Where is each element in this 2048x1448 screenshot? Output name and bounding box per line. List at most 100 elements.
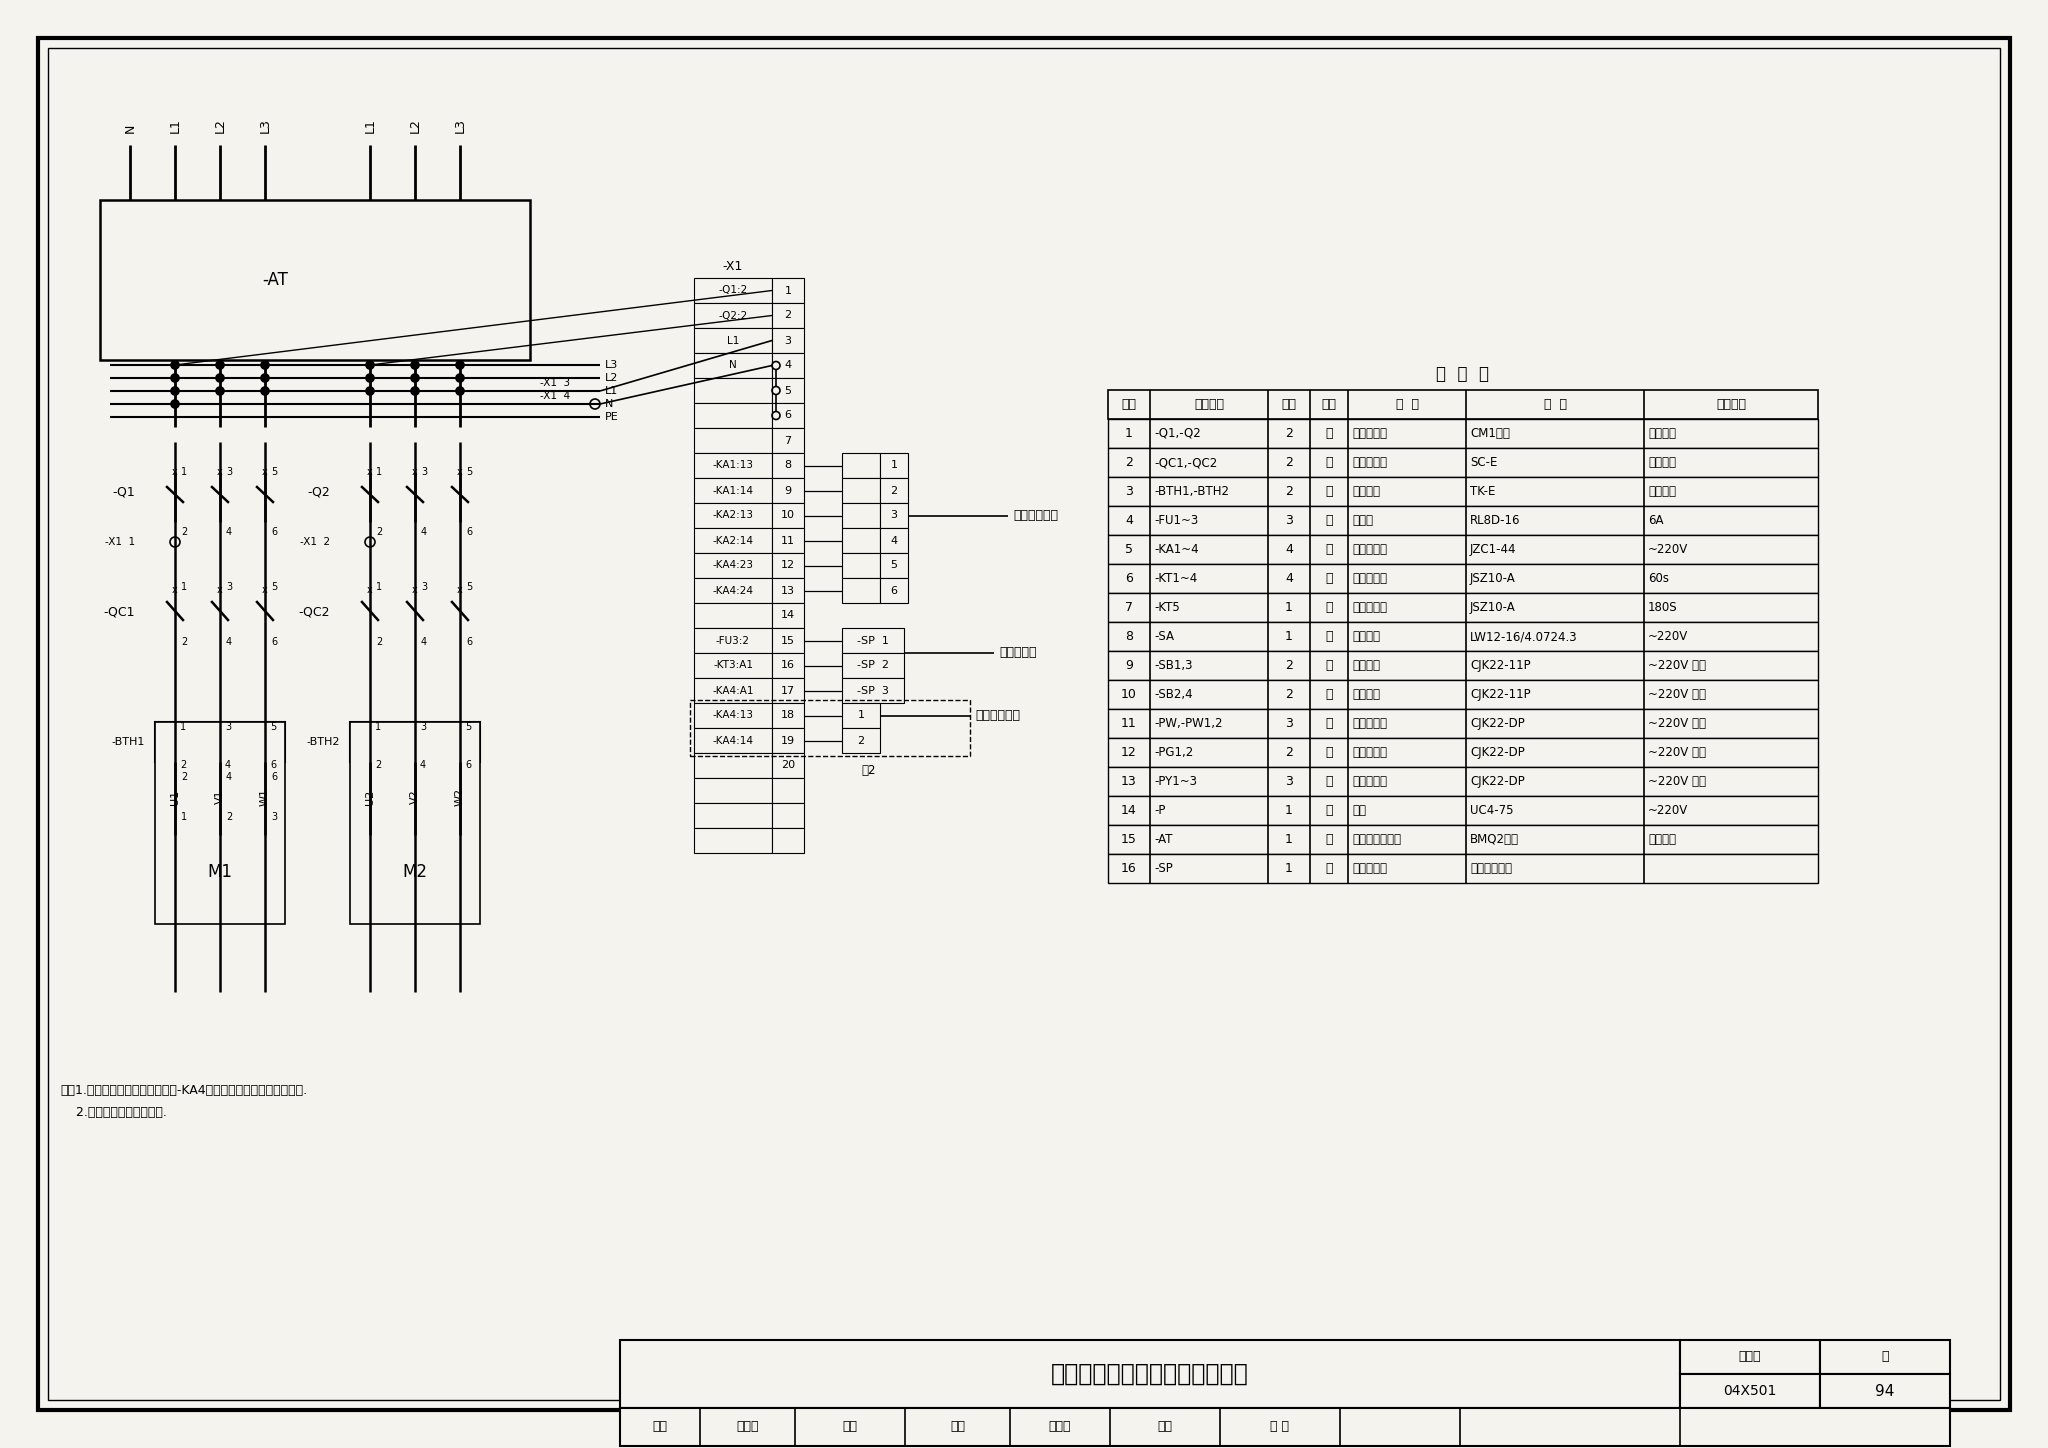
Text: ~220V: ~220V xyxy=(1649,804,1688,817)
Text: 个: 个 xyxy=(1325,572,1333,585)
Text: 1: 1 xyxy=(1284,804,1292,817)
Text: 熔断器: 熔断器 xyxy=(1352,514,1372,527)
Text: 3: 3 xyxy=(422,468,428,476)
Text: 注：1.当有值班室时此回路取消，-KA4触点送至值班室内集中信号屏.: 注：1.当有值班室时此回路取消，-KA4触点送至值班室内集中信号屏. xyxy=(59,1083,307,1096)
Text: 2: 2 xyxy=(180,527,186,537)
Text: W2: W2 xyxy=(455,788,465,807)
Text: x: x xyxy=(172,468,178,476)
Bar xyxy=(881,478,907,502)
Bar xyxy=(772,502,805,529)
Text: 16: 16 xyxy=(1120,862,1137,875)
Text: LW12-16/4.0724.3: LW12-16/4.0724.3 xyxy=(1470,630,1577,643)
Text: 黄色信号灯: 黄色信号灯 xyxy=(1352,775,1386,788)
Text: 个: 个 xyxy=(1325,543,1333,556)
Text: ~220V 绿色: ~220V 绿色 xyxy=(1649,688,1706,701)
Text: 6: 6 xyxy=(270,760,276,770)
Circle shape xyxy=(170,387,178,395)
Text: 电铃: 电铃 xyxy=(1352,804,1366,817)
Bar xyxy=(842,578,881,602)
Bar xyxy=(694,329,772,353)
Text: 6: 6 xyxy=(270,637,276,647)
Text: 1: 1 xyxy=(377,468,383,476)
Text: N: N xyxy=(123,123,137,133)
Text: 2: 2 xyxy=(1284,456,1292,469)
Text: x: x xyxy=(367,468,373,476)
Circle shape xyxy=(215,361,223,369)
Text: L1: L1 xyxy=(362,119,377,133)
Bar xyxy=(1108,623,1819,652)
Bar xyxy=(842,678,903,702)
Bar xyxy=(694,278,772,303)
Text: -KA4:14: -KA4:14 xyxy=(713,736,754,746)
Circle shape xyxy=(412,361,420,369)
Text: -SP  1: -SP 1 xyxy=(856,636,889,646)
Text: -KA1:13: -KA1:13 xyxy=(713,460,754,471)
Text: 由水工种提供: 由水工种提供 xyxy=(1470,862,1511,875)
Bar xyxy=(1679,1374,1821,1407)
Bar xyxy=(1821,1339,1950,1374)
Text: 2: 2 xyxy=(1284,746,1292,759)
Bar xyxy=(772,353,805,378)
Text: 图集号: 图集号 xyxy=(1739,1351,1761,1364)
Text: 白色信号灯: 白色信号灯 xyxy=(1352,717,1386,730)
Text: 3: 3 xyxy=(1284,717,1292,730)
Text: L1: L1 xyxy=(168,119,182,133)
Text: -PG1,2: -PG1,2 xyxy=(1153,746,1194,759)
Bar xyxy=(694,728,772,753)
Bar xyxy=(881,578,907,602)
Text: -AT: -AT xyxy=(1153,833,1174,846)
Text: 4: 4 xyxy=(420,760,426,770)
Bar xyxy=(1108,505,1819,534)
Text: 型  号: 型 号 xyxy=(1544,398,1567,411)
Text: -KA4:A1: -KA4:A1 xyxy=(713,685,754,695)
Bar xyxy=(772,804,805,828)
Text: M1: M1 xyxy=(207,863,233,880)
Text: 1: 1 xyxy=(1284,630,1292,643)
Text: 5: 5 xyxy=(270,582,276,592)
Bar xyxy=(842,453,881,478)
Text: 校对: 校对 xyxy=(950,1420,965,1434)
Bar xyxy=(694,478,772,502)
Text: 17: 17 xyxy=(780,685,795,695)
Text: 技术数据: 技术数据 xyxy=(1716,398,1747,411)
Text: BMQ2系列: BMQ2系列 xyxy=(1470,833,1520,846)
Text: 见系统图: 见系统图 xyxy=(1649,485,1675,498)
Bar xyxy=(156,723,285,762)
Bar xyxy=(694,578,772,602)
Text: 单位: 单位 xyxy=(1321,398,1337,411)
Text: 1: 1 xyxy=(858,711,864,721)
Text: 制图: 制图 xyxy=(842,1420,858,1434)
Circle shape xyxy=(215,387,223,395)
Text: -KA4:24: -KA4:24 xyxy=(713,585,754,595)
Text: 4: 4 xyxy=(422,527,428,537)
Text: 2: 2 xyxy=(784,310,793,320)
Bar xyxy=(1108,390,1819,418)
Text: PE: PE xyxy=(604,413,618,421)
Text: -QC2: -QC2 xyxy=(299,605,330,618)
Circle shape xyxy=(457,361,465,369)
Text: CJK22-DP: CJK22-DP xyxy=(1470,775,1526,788)
Text: -PY1~3: -PY1~3 xyxy=(1153,775,1196,788)
Bar xyxy=(1108,476,1819,505)
Text: V2: V2 xyxy=(410,789,420,805)
Text: 8: 8 xyxy=(1124,630,1133,643)
Text: 60s: 60s xyxy=(1649,572,1669,585)
Bar xyxy=(772,602,805,628)
Bar xyxy=(772,753,805,778)
Text: 时间继电器: 时间继电器 xyxy=(1352,572,1386,585)
Text: 6: 6 xyxy=(465,760,471,770)
Text: 6: 6 xyxy=(1124,572,1133,585)
Text: 11: 11 xyxy=(780,536,795,546)
Text: 7: 7 xyxy=(1124,601,1133,614)
Text: 个: 个 xyxy=(1325,862,1333,875)
Text: 9: 9 xyxy=(784,485,793,495)
Bar xyxy=(772,578,805,602)
Text: 6: 6 xyxy=(891,585,897,595)
Text: L2: L2 xyxy=(408,119,422,133)
Circle shape xyxy=(367,387,375,395)
Bar xyxy=(694,804,772,828)
Text: 3: 3 xyxy=(1284,775,1292,788)
Text: -SP  3: -SP 3 xyxy=(856,685,889,695)
Text: 4: 4 xyxy=(225,772,231,782)
Bar xyxy=(1108,825,1819,854)
